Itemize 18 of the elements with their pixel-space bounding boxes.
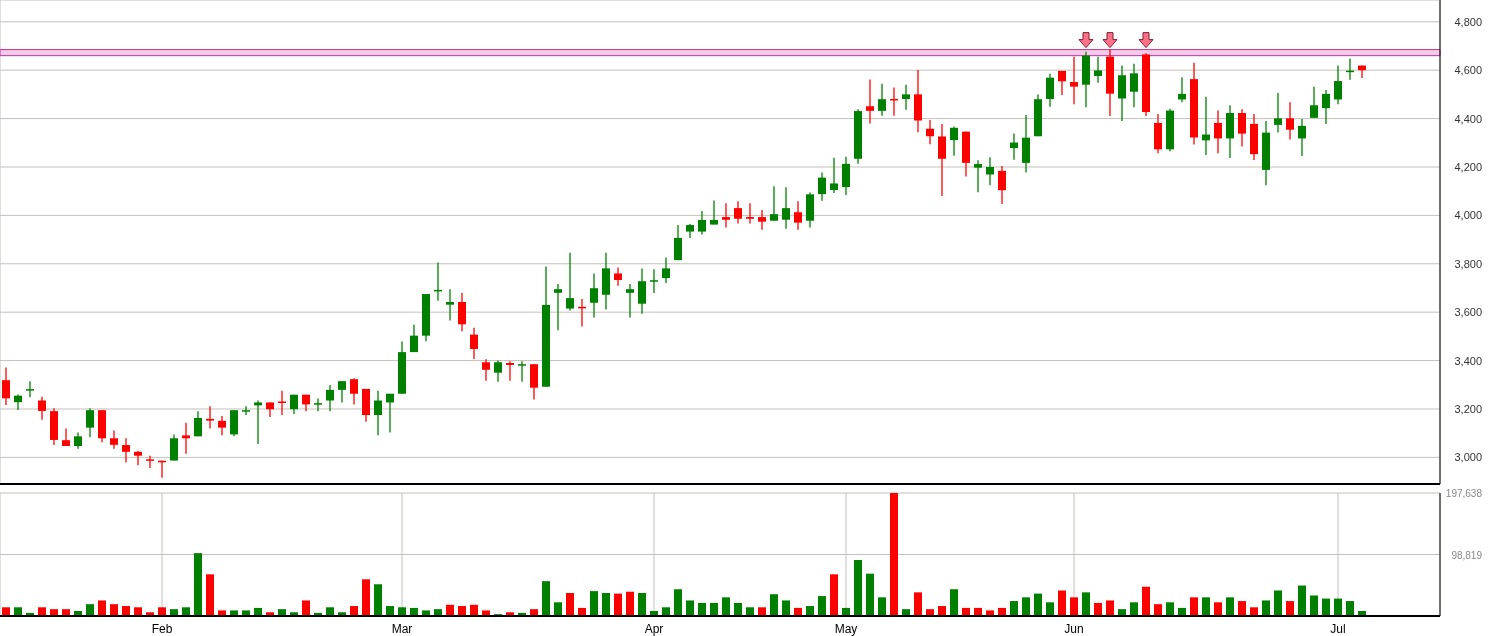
y-tick-label: 3,200: [1454, 402, 1482, 415]
x-tick-label: Feb: [151, 621, 173, 636]
y-tick-label: 4,800: [1454, 15, 1482, 28]
x-tick-label: May: [834, 621, 858, 636]
y-tick-label: 197,638: [1445, 488, 1483, 499]
x-tick-label: Jul: [1330, 621, 1346, 636]
y-tick-label: 3,000: [1454, 451, 1482, 464]
y-tick-label: 3,800: [1454, 257, 1482, 270]
x-tick-label: Mar: [391, 621, 413, 636]
y-tick-label: 98,819: [1451, 549, 1483, 561]
x-tick-label: Apr: [644, 621, 664, 636]
y-tick-label: 4,000: [1454, 209, 1482, 222]
x-tick-label: Jun: [1064, 621, 1084, 636]
y-tick-label: 4,200: [1454, 160, 1482, 173]
y-tick-label: 3,600: [1454, 306, 1482, 319]
y-tick-label: 4,400: [1454, 112, 1482, 125]
y-tick-label: 4,600: [1454, 64, 1482, 77]
y-tick-label: 3,400: [1454, 354, 1482, 367]
